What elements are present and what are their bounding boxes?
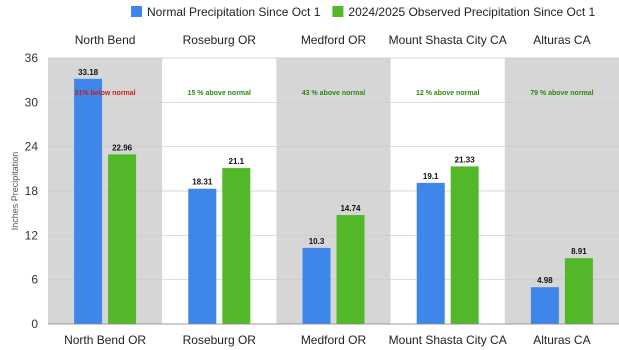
- legend-swatch-1: [332, 6, 344, 17]
- x-category-label: North Bend OR: [64, 333, 146, 347]
- bar-0-0: [74, 78, 103, 324]
- bar-value-label: 4.98: [537, 276, 553, 285]
- x-category-label: Medford OR: [301, 333, 367, 347]
- bar-value-label: 21.33: [455, 155, 476, 164]
- bar-1-1: [222, 168, 251, 324]
- bar-0-3: [416, 182, 445, 324]
- y-tick-label: 18: [25, 184, 39, 198]
- bar-0-2: [302, 247, 331, 324]
- bar-value-label: 10.3: [309, 237, 325, 246]
- y-tick-label: 30: [25, 95, 39, 109]
- bar-value-label: 33.18: [78, 68, 99, 77]
- top-category-label: Alturas CA: [533, 33, 590, 47]
- bar-1-4: [564, 258, 593, 324]
- anomaly-annotation: 12 % above normal: [416, 90, 479, 97]
- top-category-label: North Bend: [75, 33, 136, 47]
- bar-value-label: 8.91: [571, 247, 587, 256]
- legend-swatch-0: [131, 6, 142, 17]
- y-tick-label: 36: [25, 51, 39, 65]
- anomaly-annotation: 79 % above normal: [530, 90, 593, 97]
- y-tick-label: 6: [31, 273, 38, 287]
- bar-0-4: [530, 287, 559, 324]
- x-category-label: Mount Shasta City CA: [389, 333, 507, 347]
- y-tick-label: 24: [25, 140, 39, 154]
- legend-label: 2024/2025 Observed Precipitation Since O…: [348, 5, 595, 19]
- y-axis-label: Inches Precipitation: [10, 152, 20, 231]
- legend-label: Normal Precipitation Since Oct 1: [147, 5, 321, 19]
- y-tick-label: 0: [31, 317, 38, 331]
- bar-value-label: 19.1: [423, 172, 439, 181]
- bar-value-label: 18.31: [192, 178, 213, 187]
- bar-1-3: [450, 166, 479, 324]
- top-category-label: Roseburg OR: [183, 33, 257, 47]
- x-category-label: Alturas CA: [533, 333, 590, 347]
- anomaly-annotation: 31% below normal: [75, 90, 136, 97]
- bar-1-2: [336, 215, 365, 324]
- y-tick-label: 12: [25, 228, 39, 242]
- top-category-label: Medford OR: [301, 33, 367, 47]
- bar-1-0: [108, 154, 137, 324]
- top-category-label: Mount Shasta City CA: [389, 33, 507, 47]
- bar-value-label: 21.1: [229, 157, 245, 166]
- anomaly-annotation: 15 % above normal: [188, 90, 251, 97]
- bar-value-label: 22.96: [112, 143, 133, 152]
- bar-value-label: 14.74: [340, 204, 361, 213]
- bar-0-1: [188, 188, 217, 324]
- anomaly-annotation: 43 % above normal: [302, 90, 365, 97]
- x-category-label: Roseburg OR: [183, 333, 257, 347]
